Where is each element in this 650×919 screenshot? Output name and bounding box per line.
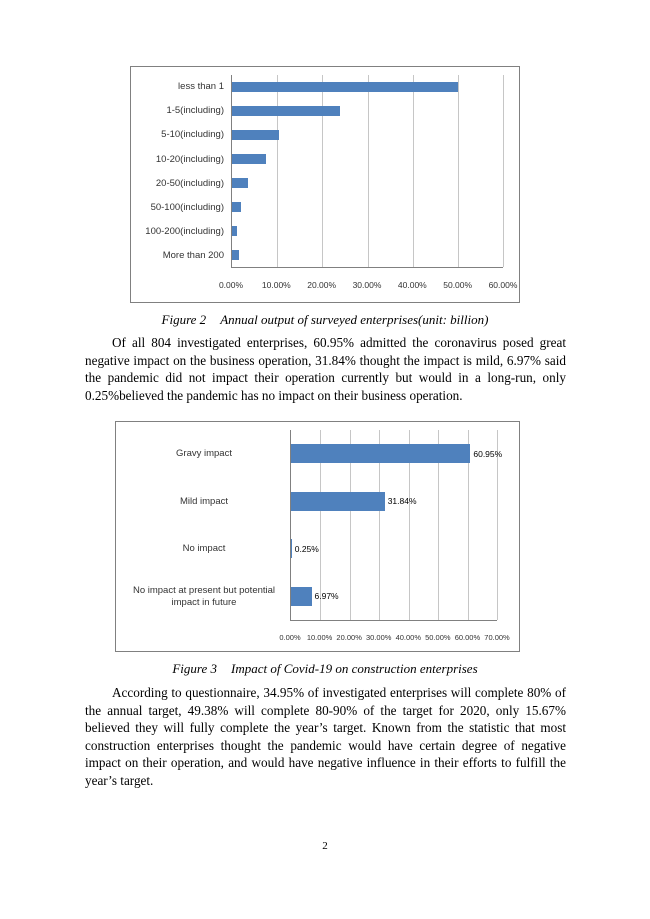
- x-tick-label: 10.00%: [306, 633, 333, 642]
- data-label: 0.25%: [294, 543, 319, 554]
- gridline: [457, 75, 459, 267]
- gridline: [349, 430, 351, 620]
- bar-row: [232, 75, 503, 99]
- bar: [232, 202, 242, 212]
- bar: [232, 250, 239, 260]
- x-tick-label: 20.00%: [336, 633, 362, 642]
- bar-row: [232, 195, 503, 219]
- plot-area: 60.95% 31.84% 0.25% 6.97%: [290, 430, 502, 621]
- x-tick-label: 10.00%: [261, 280, 291, 290]
- bar: [232, 226, 237, 236]
- bar: [232, 154, 266, 164]
- gridline: [497, 430, 498, 620]
- bar-row: 31.84%: [291, 478, 497, 526]
- x-tick-label: 50.00%: [443, 280, 473, 290]
- category-label: 100-200(including): [145, 225, 224, 237]
- gridline: [438, 430, 440, 620]
- x-tick-label: 0.00%: [218, 280, 244, 290]
- bar: [291, 444, 471, 464]
- bar-row: 60.95%: [291, 430, 502, 478]
- category-label: 5-10(including): [161, 129, 224, 141]
- gridline: [320, 430, 322, 620]
- bar: [291, 491, 385, 511]
- category-label: More than 200: [162, 250, 224, 261]
- bar-row: [232, 123, 503, 147]
- x-tick-label: 70.00%: [484, 633, 510, 642]
- figure3-bar-chart: Gravy impact Mild impact No impact No impac…: [115, 421, 520, 652]
- bar-row: 0.25%: [291, 525, 497, 573]
- category-label: 20-50(including): [155, 177, 224, 189]
- x-tick-label: 30.00%: [352, 280, 382, 290]
- category-label: 10-20(including): [155, 153, 224, 165]
- bar: [291, 539, 292, 559]
- category-label: 50-100(including): [150, 201, 224, 213]
- bar: [232, 178, 248, 188]
- body-paragraph-2: According to questionnaire, 34.95% of in…: [85, 685, 566, 788]
- page-number: 2: [322, 840, 328, 852]
- figure2-caption: Figure 2 Annual output of surveyed enterp…: [85, 312, 565, 328]
- gridline: [503, 75, 504, 267]
- x-tick-label: 0.00%: [279, 633, 301, 642]
- bar: [232, 82, 458, 92]
- x-axis: 0.00% 10.00% 20.00% 30.00% 40.00% 50.00% 60.00…: [279, 632, 509, 644]
- x-tick-label: 40.00%: [397, 280, 427, 290]
- category-label: No impact: [182, 543, 226, 555]
- figure2-bar-chart: less than 1 1-5(including) 5-10(including)…: [130, 66, 520, 303]
- gridline: [367, 75, 369, 267]
- x-axis: 0.00% 10.00% 20.00% 30.00% 40.00% 50.00% 60.00…: [219, 279, 517, 293]
- x-tick-label: 40.00%: [395, 633, 421, 642]
- data-label: 60.95%: [473, 448, 503, 459]
- figure2-caption-text: Annual output of surveyed enterprises(un…: [220, 312, 489, 327]
- data-label: 6.97%: [314, 591, 339, 602]
- category-label: 1-5(including): [166, 105, 224, 117]
- category-label: No impact at present but potential impac…: [132, 585, 276, 609]
- category-axis-labels: less than 1 1-5(including) 5-10(including)…: [135, 75, 229, 268]
- figure3-caption-label: Figure 3: [172, 661, 218, 676]
- bar-row: [232, 171, 503, 195]
- x-tick-label: 60.00%: [488, 280, 518, 290]
- x-tick-label: 20.00%: [307, 280, 337, 290]
- gridline: [277, 75, 279, 267]
- category-label: less than 1: [178, 81, 224, 93]
- bar-row: [232, 99, 503, 123]
- x-tick-label: 60.00%: [454, 633, 481, 642]
- gridline: [322, 75, 324, 267]
- bar-row: [232, 243, 503, 267]
- bar-row: [232, 219, 503, 243]
- bar-row: [232, 147, 503, 171]
- gridline: [408, 430, 410, 620]
- bar: [232, 106, 341, 116]
- plot-area: [231, 75, 504, 268]
- category-label: Mild impact: [179, 495, 229, 507]
- body-paragraph-1: Of all 804 investigated enterprises, 60.…: [85, 335, 566, 403]
- figure3-caption-text: Impact of Covid-19 on construction enter…: [231, 661, 478, 676]
- x-tick-label: 50.00%: [425, 633, 451, 642]
- figure2-caption-label: Figure 2: [161, 312, 207, 327]
- x-tick-label: 30.00%: [365, 633, 392, 642]
- gridline: [379, 430, 381, 620]
- gridline: [467, 430, 469, 620]
- bar-row: 6.97%: [291, 573, 497, 621]
- category-axis-labels: Gravy impact Mild impact No impact No impac…: [120, 430, 288, 621]
- figure3-caption: Figure 3 Impact of Covid-19 on constructi…: [85, 661, 565, 677]
- category-label: Gravy impact: [176, 447, 232, 459]
- bar: [291, 586, 312, 606]
- gridline: [412, 75, 414, 267]
- data-label: 31.84%: [387, 496, 417, 507]
- bar: [232, 130, 280, 140]
